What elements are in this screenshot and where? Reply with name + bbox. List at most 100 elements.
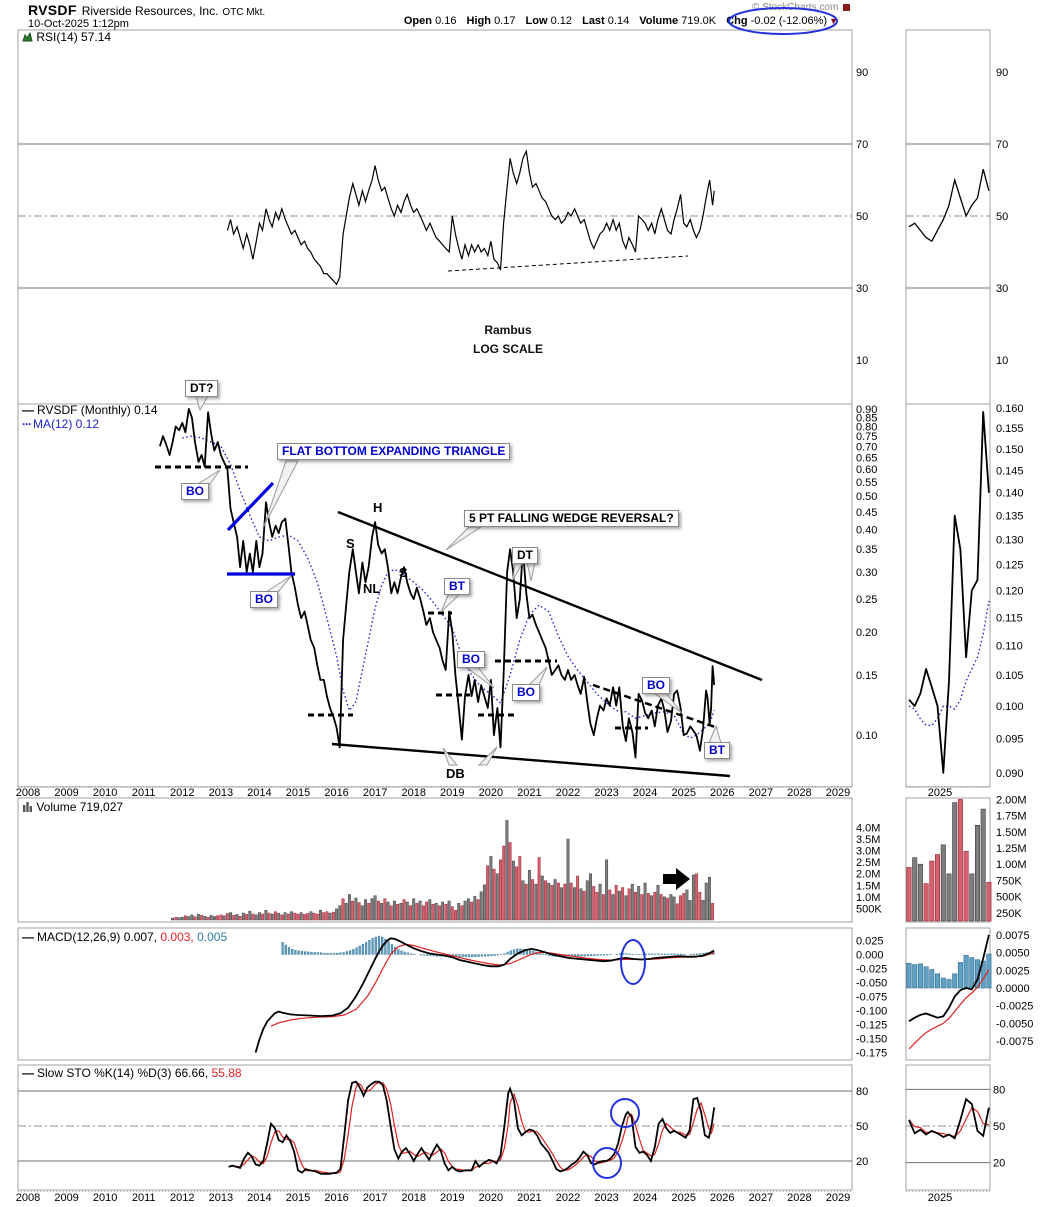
- svg-text:0.095: 0.095: [996, 734, 1024, 746]
- chart-datetime: 10-Oct-2025 1:12pm: [28, 18, 129, 30]
- line-swatch-icon: —: [22, 930, 34, 944]
- quote-summary: Open 0.16 High 0.17 Low 0.12 Last 0.14 V…: [397, 15, 838, 27]
- svg-text:90: 90: [996, 67, 1008, 79]
- svg-text:3.5M: 3.5M: [856, 834, 880, 846]
- rsi-legend-text: RSI(14) 57.14: [36, 30, 112, 44]
- last-value: 0.14: [607, 15, 630, 27]
- svg-text:2024: 2024: [633, 787, 657, 799]
- svg-text:50: 50: [996, 211, 1008, 223]
- svg-text:0.35: 0.35: [856, 544, 877, 556]
- svg-text:2021: 2021: [517, 1192, 541, 1204]
- high-label: High: [466, 15, 491, 27]
- svg-text:2014: 2014: [247, 787, 271, 799]
- svg-text:2029: 2029: [826, 787, 850, 799]
- svg-text:-0.0025: -0.0025: [996, 1001, 1033, 1013]
- drawn-annotations: [155, 7, 838, 1179]
- volume-legend-text: Volume 719,027: [36, 800, 124, 814]
- ma12-line: [182, 435, 715, 739]
- svg-text:-0.175: -0.175: [856, 1048, 887, 1060]
- volume-legend: Volume 719,027: [22, 800, 123, 814]
- svg-text:2024: 2024: [633, 1192, 657, 1204]
- mini-sto-d-line: [908, 1106, 990, 1138]
- svg-text:1.75M: 1.75M: [996, 811, 1027, 823]
- svg-text:0.025: 0.025: [856, 936, 884, 948]
- svg-text:0.90: 0.90: [856, 404, 877, 416]
- svg-text:0.15: 0.15: [856, 670, 877, 682]
- last-label: Last: [582, 15, 605, 27]
- svg-text:2028: 2028: [787, 787, 811, 799]
- svg-text:2013: 2013: [209, 787, 233, 799]
- rsi-line: [226, 149, 715, 286]
- svg-text:2025: 2025: [671, 787, 695, 799]
- svg-text:2018: 2018: [401, 1192, 425, 1204]
- company-name: Riverside Resources, Inc.: [81, 4, 219, 18]
- svg-text:4.0M: 4.0M: [856, 822, 880, 834]
- svg-text:2.0M: 2.0M: [856, 869, 880, 881]
- svg-text:80: 80: [856, 1086, 868, 1098]
- svg-text:2015: 2015: [286, 787, 310, 799]
- svg-text:2028: 2028: [787, 1192, 811, 1204]
- svg-text:2011: 2011: [132, 787, 156, 799]
- macd-hist-value: 0.005: [193, 930, 228, 944]
- bar-chart-icon: [23, 802, 32, 812]
- mini-price-line: [908, 411, 990, 774]
- high-value: 0.17: [494, 15, 516, 27]
- svg-text:-0.075: -0.075: [856, 992, 887, 1004]
- svg-text:0.0075: 0.0075: [996, 930, 1030, 942]
- svg-text:2016: 2016: [324, 787, 348, 799]
- price-line: [159, 408, 716, 759]
- open-value: 0.16: [435, 15, 457, 27]
- price-legend-text: RVSDF (Monthly) 0.14: [37, 403, 158, 417]
- sto-legend-text: Slow STO %K(14) %D(3) 66.66,: [37, 1066, 209, 1080]
- mini-volume-bars: [906, 799, 992, 922]
- svg-text:0.60: 0.60: [856, 464, 877, 476]
- mini-macd-histogram: [906, 953, 992, 989]
- svg-text:30: 30: [996, 283, 1008, 295]
- svg-text:0.20: 0.20: [856, 627, 877, 639]
- svg-text:2023: 2023: [594, 787, 618, 799]
- svg-text:2013: 2013: [209, 1192, 233, 1204]
- svg-text:0.0000: 0.0000: [996, 983, 1030, 995]
- svg-text:50: 50: [856, 211, 868, 223]
- svg-text:2027: 2027: [749, 1192, 773, 1204]
- svg-text:2027: 2027: [749, 787, 773, 799]
- svg-text:0.75: 0.75: [856, 431, 877, 443]
- mini-macd-line: [908, 934, 990, 1023]
- svg-text:90: 90: [856, 67, 868, 79]
- menu-icon[interactable]: [843, 4, 850, 11]
- svg-text:-0.025: -0.025: [856, 964, 887, 976]
- svg-text:2019: 2019: [440, 1192, 464, 1204]
- svg-text:0.125: 0.125: [996, 560, 1024, 572]
- svg-text:2020: 2020: [479, 1192, 503, 1204]
- area-chart-icon: [22, 31, 33, 42]
- chevron-down-icon[interactable]: ▼: [829, 16, 838, 26]
- svg-text:0.100: 0.100: [996, 701, 1024, 713]
- chg-value: -0.02 (-12.06%): [750, 15, 828, 27]
- svg-text:0.40: 0.40: [856, 524, 877, 536]
- svg-text:0.155: 0.155: [996, 423, 1024, 435]
- svg-text:2019: 2019: [440, 787, 464, 799]
- svg-text:-0.125: -0.125: [856, 1020, 887, 1032]
- gridlines: [18, 143, 990, 1192]
- svg-text:0.160: 0.160: [996, 403, 1024, 415]
- svg-text:50: 50: [856, 1121, 868, 1133]
- svg-text:20: 20: [856, 1156, 868, 1168]
- svg-text:2022: 2022: [556, 1192, 580, 1204]
- svg-text:2023: 2023: [594, 1192, 618, 1204]
- svg-text:2025: 2025: [928, 1192, 952, 1204]
- svg-text:3.0M: 3.0M: [856, 846, 880, 858]
- svg-text:2010: 2010: [93, 1192, 117, 1204]
- macd-signal-value: 0.003,: [157, 930, 194, 944]
- svg-text:0.000: 0.000: [856, 950, 884, 962]
- chart-title: RVSDF Riverside Resources, Inc. OTC Mkt.: [28, 2, 265, 20]
- svg-text:1.25M: 1.25M: [996, 843, 1027, 855]
- svg-text:0.0050: 0.0050: [996, 948, 1030, 960]
- svg-text:2.5M: 2.5M: [856, 857, 880, 869]
- svg-text:2029: 2029: [826, 1192, 850, 1204]
- svg-text:-0.0075: -0.0075: [996, 1036, 1033, 1048]
- svg-text:2020: 2020: [479, 787, 503, 799]
- svg-text:0.50: 0.50: [856, 491, 877, 503]
- mini-rsi-line: [908, 169, 990, 243]
